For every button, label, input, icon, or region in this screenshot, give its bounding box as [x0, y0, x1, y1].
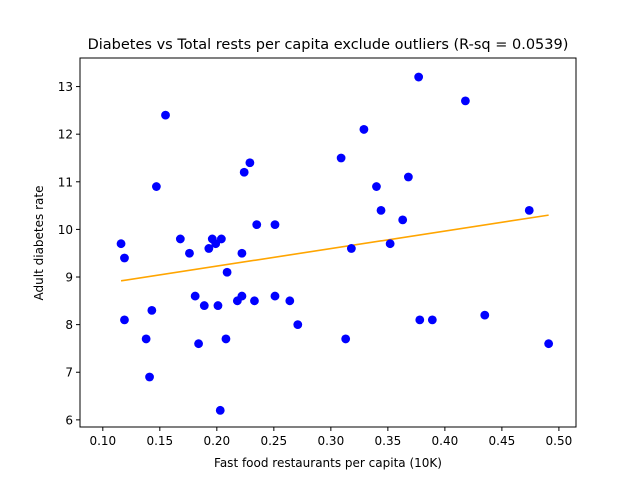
- data-point-17: [216, 234, 226, 244]
- data-point-22: [237, 291, 247, 301]
- data-point-31: [293, 320, 303, 330]
- x-tick-label-7: 0.45: [489, 434, 516, 448]
- x-tick-label-1: 0.15: [146, 434, 173, 448]
- y-tick-label-7: 13: [58, 80, 73, 94]
- data-point-10: [190, 291, 200, 301]
- data-point-44: [460, 96, 470, 106]
- data-point-4: [145, 372, 154, 382]
- data-point-19: [221, 334, 231, 344]
- data-point-42: [415, 315, 425, 325]
- y-tick-label-4: 10: [58, 223, 73, 237]
- data-point-8: [175, 234, 185, 244]
- data-point-39: [398, 215, 408, 225]
- data-point-25: [245, 158, 255, 168]
- x-tick-label-4: 0.30: [317, 434, 344, 448]
- data-point-24: [239, 167, 249, 177]
- y-tick-label-3: 9: [65, 271, 73, 285]
- x-axis-label: Fast food restaurants per capita (10K): [214, 456, 442, 470]
- y-axis-label: Adult diabetes rate: [32, 186, 46, 301]
- data-point-34: [346, 244, 356, 253]
- plot-area: 0.10 0.15 0.20 0.25 0.30 0.35 0.40 0.45 0.50 6 7 8 9…: [58, 57, 577, 448]
- data-point-33: [341, 334, 351, 344]
- plot-frame: [79, 57, 577, 428]
- data-point-27: [252, 220, 262, 230]
- y-tick-label-5: 11: [58, 175, 73, 189]
- data-point-47: [544, 339, 554, 349]
- trend-line: [120, 214, 549, 282]
- x-tick-label-0: 0.10: [89, 434, 116, 448]
- data-point-40: [403, 172, 413, 182]
- data-point-23: [237, 248, 247, 258]
- data-point-6: [151, 182, 161, 191]
- y-tick-label-2: 8: [65, 318, 73, 332]
- x-tick-label-6: 0.40: [432, 434, 459, 448]
- data-point-43: [427, 315, 437, 325]
- x-tick-label-3: 0.25: [260, 434, 287, 448]
- data-point-26: [250, 296, 259, 306]
- data-point-46: [524, 205, 534, 215]
- data-point-9: [185, 248, 194, 258]
- data-point-36: [372, 182, 381, 191]
- data-point-18: [215, 405, 225, 415]
- data-point-29: [270, 291, 280, 301]
- y-tick-label-1: 7: [65, 366, 73, 380]
- data-point-41: [414, 72, 424, 82]
- data-point-35: [359, 125, 369, 134]
- data-point-5: [147, 305, 157, 315]
- data-point-7: [161, 110, 170, 120]
- data-point-32: [336, 153, 346, 163]
- data-point-1: [120, 253, 129, 263]
- data-point-16: [213, 301, 223, 310]
- data-point-45: [480, 310, 490, 320]
- data-point-3: [141, 334, 151, 344]
- x-tick-label-2: 0.20: [203, 434, 230, 448]
- data-point-20: [222, 267, 232, 277]
- data-point-11: [194, 339, 203, 349]
- data-point-2: [120, 315, 129, 325]
- data-point-12: [199, 301, 209, 310]
- x-tick-label-8: 0.50: [546, 434, 573, 448]
- chart-title: Diabetes vs Total rests per capita exclu…: [88, 37, 569, 53]
- data-point-30: [285, 296, 295, 306]
- y-tick-label-6: 12: [58, 128, 73, 142]
- x-tick-label-5: 0.35: [375, 434, 402, 448]
- y-tick-label-0: 6: [65, 413, 73, 427]
- data-point-13: [204, 244, 214, 253]
- data-point-28: [270, 220, 280, 230]
- data-point-38: [385, 239, 395, 249]
- data-point-37: [376, 205, 386, 215]
- data-point-0: [116, 239, 126, 249]
